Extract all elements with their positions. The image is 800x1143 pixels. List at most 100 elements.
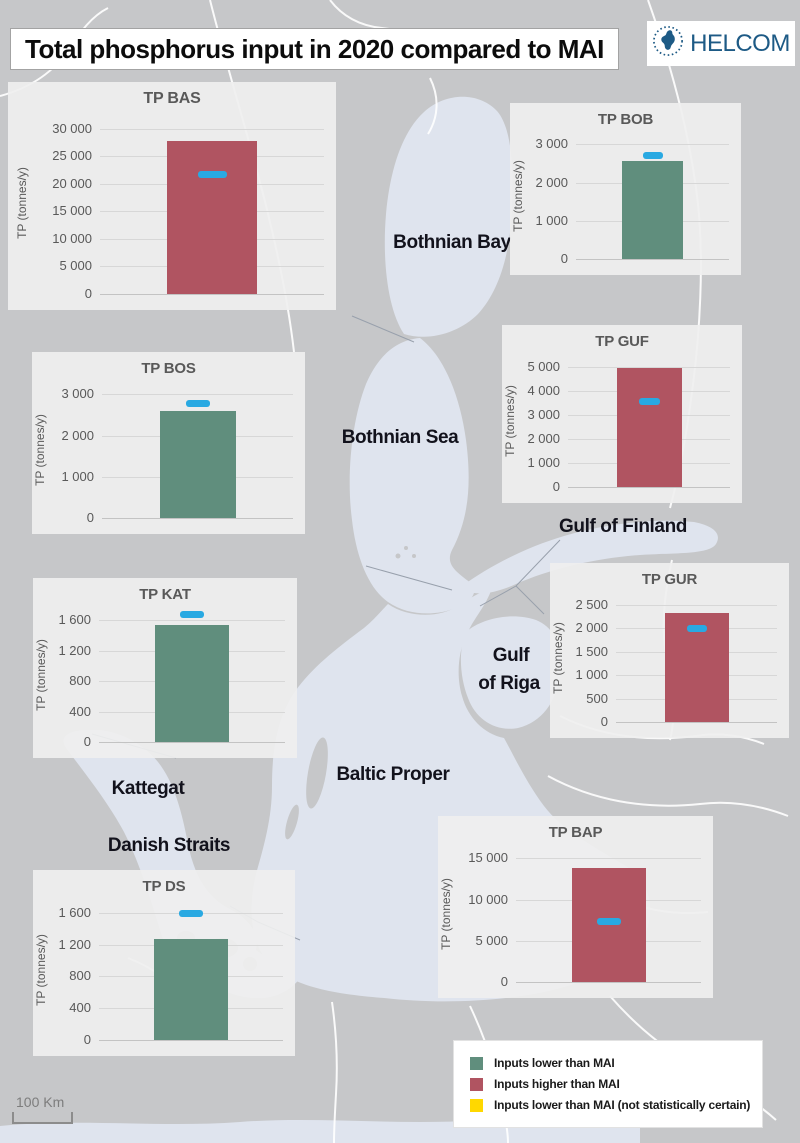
chart-panel-tp-kat: TP KAT TP (tonnes/y) 0 400 800 1 200 1 600	[33, 578, 297, 758]
tick-label-tp-gur-1500: 1 500	[575, 643, 608, 659]
tick-label-tp-bas-10000: 10 000	[52, 230, 92, 246]
tick-label-tp-guf-0: 0	[552, 479, 560, 494]
map-label-gulf-of-finland: Gulf of Finland	[558, 516, 688, 537]
gridline-tp-gur-2500	[616, 604, 777, 606]
tick-label-tp-ds-800: 800	[69, 968, 91, 984]
tick-label-tp-bas-5000: 5 000	[59, 258, 92, 274]
bar-tp-ds	[154, 939, 228, 1040]
bar-tp-bob	[622, 160, 683, 259]
map-label-bothnian-bay: Bothnian Bay	[393, 232, 511, 253]
helcom-logo: HELCOM	[647, 21, 795, 66]
legend-swatch-uncertain	[470, 1098, 483, 1112]
page-title: Total phosphorus input in 2020 compared …	[10, 28, 619, 70]
y-axis-label-text: TP (tonnes/y)	[34, 639, 48, 711]
tick-label-tp-bap-0: 0	[500, 974, 508, 989]
tick-label-tp-kat-0: 0	[83, 734, 91, 749]
tick-label-tp-guf-1000: 1 000	[527, 455, 560, 470]
y-axis-label-text: TP (tonnes/y)	[34, 934, 48, 1006]
y-axis-label-text: TP (tonnes/y)	[551, 621, 565, 694]
gridline-tp-bob-3000	[576, 144, 729, 146]
sea-bothnian-sea	[349, 338, 475, 614]
gridline-tp-ds-0	[99, 1040, 283, 1041]
y-axis-label-text: TP (tonnes/y)	[439, 878, 453, 950]
legend-item-uncertain: Inputs lower than MAI (not statistically…	[470, 1098, 762, 1112]
legend-label-uncertain: Inputs lower than MAI (not statistically…	[494, 1098, 751, 1112]
legend-swatch-higher	[470, 1077, 483, 1091]
bar-tp-kat	[155, 624, 229, 742]
tick-label-tp-bos-2000: 2 000	[61, 427, 94, 443]
chart-panel-tp-ds: TP DS TP (tonnes/y) 0 400 800 1 200 1 600	[33, 870, 295, 1056]
chart-title-tp-bap: TP BAP	[548, 824, 603, 841]
tick-label-tp-gur-2000: 2 000	[575, 620, 608, 636]
scale-bar-bracket	[12, 1112, 73, 1124]
chart-panel-tp-bob: TP BOB TP (tonnes/y) 0 1 000 2 000 3 000	[510, 103, 741, 275]
gridline-tp-bap-15000	[516, 858, 701, 860]
chart-panel-tp-bas: TP BAS TP (tonnes/y) 0 5 000 10 000 15 000 20 …	[8, 82, 336, 310]
island-gotland	[306, 737, 328, 809]
y-axis-label-text: TP (tonnes/y)	[33, 414, 47, 486]
mai-marker-tp-bob	[643, 152, 663, 160]
tick-label-tp-guf-3000: 3 000	[527, 407, 560, 422]
chart-panel-tp-bap: TP BAP TP (tonnes/y) 0 5 000 10 000 15 000	[438, 816, 713, 998]
chart-title-tp-bob: TP BOB	[597, 111, 654, 128]
map-label-kattegat: Kattegat	[111, 778, 185, 799]
sea-bothnian-bay	[384, 96, 513, 337]
island-aland-1	[395, 553, 401, 559]
mai-marker-tp-ds	[179, 910, 203, 918]
tick-label-tp-bob-3000: 3 000	[535, 136, 568, 152]
tick-label-tp-bob-0: 0	[560, 251, 568, 266]
island-oland	[285, 804, 299, 840]
tick-label-tp-gur-2500: 2 500	[575, 596, 608, 612]
tick-label-tp-ds-0: 0	[83, 1032, 91, 1047]
tick-label-tp-ds-1200: 1 200	[58, 936, 91, 952]
tick-label-tp-bas-20000: 20 000	[52, 175, 92, 191]
map-label-danish-straits: Danish Straits	[107, 835, 231, 856]
gridline-tp-bap-0	[516, 982, 701, 983]
chart-title-tp-kat: TP KAT	[139, 586, 191, 603]
bar-tp-bos	[160, 411, 236, 518]
legend-swatch-lower	[470, 1056, 483, 1070]
bar-tp-guf	[617, 367, 682, 487]
gridline-tp-guf-0	[568, 487, 730, 488]
gridline-tp-bos-3000	[102, 394, 293, 396]
y-axis-label-tp-bap: TP (tonnes/y)	[438, 846, 454, 982]
tick-label-tp-kat-400: 400	[69, 703, 91, 719]
legend-label-lower: Inputs lower than MAI	[494, 1056, 615, 1070]
mai-marker-tp-kat	[180, 611, 204, 619]
tick-label-tp-bos-3000: 3 000	[61, 386, 94, 402]
map-label-gulf: Gulf	[492, 645, 530, 666]
mai-marker-tp-gur	[687, 624, 707, 632]
tick-label-tp-guf-5000: 5 000	[527, 359, 560, 374]
tick-label-tp-ds-400: 400	[69, 1000, 91, 1016]
map-scale-bar: 100 Km	[12, 1094, 73, 1124]
sea-gulf-of-riga	[460, 616, 561, 729]
tick-label-tp-bas-15000: 15 000	[52, 203, 92, 219]
legend-label-higher: Inputs higher than MAI	[494, 1077, 620, 1091]
mai-marker-tp-bap	[597, 917, 621, 925]
mai-marker-tp-bas	[198, 170, 227, 178]
tick-label-tp-guf-2000: 2 000	[527, 431, 560, 446]
y-axis-label-text: TP (tonnes/y)	[511, 160, 525, 232]
gridline-tp-guf-5000	[568, 367, 730, 368]
tick-label-tp-bap-15000: 15 000	[468, 850, 508, 866]
scale-bar-label: 100 Km	[16, 1094, 65, 1110]
tick-label-tp-bas-25000: 25 000	[52, 148, 92, 164]
chart-panel-tp-gur: TP GUR TP (tonnes/y) 0 500 1 000 1 500 2 000 2 …	[550, 563, 789, 738]
tick-label-tp-kat-800: 800	[69, 673, 91, 689]
gridline-tp-kat-0	[99, 742, 285, 743]
chart-panel-tp-bos: TP BOS TP (tonnes/y) 0 1 000 2 000 3 000	[32, 352, 305, 534]
tick-label-tp-bos-1000: 1 000	[61, 468, 94, 484]
page-title-text: Total phosphorus input in 2020 compared …	[25, 34, 604, 64]
map-label-bothnian-sea: Bothnian Sea	[341, 427, 459, 448]
gridline-tp-bob-0	[576, 259, 729, 260]
tick-label-tp-bas-30000: 30 000	[52, 120, 92, 136]
tick-label-tp-bas-0: 0	[84, 286, 92, 301]
chart-panel-tp-guf: TP GUF TP (tonnes/y) 0 1 000 2 000 3 000 4 000…	[502, 325, 742, 503]
gridline-tp-bas-30000	[100, 128, 324, 130]
chart-title-tp-bas: TP BAS	[143, 90, 201, 107]
y-axis-label-text: TP (tonnes/y)	[503, 385, 517, 457]
gridline-tp-kat-1600	[99, 620, 285, 622]
island-aland-3	[412, 554, 416, 558]
tick-label-tp-bap-10000: 10 000	[468, 891, 508, 907]
